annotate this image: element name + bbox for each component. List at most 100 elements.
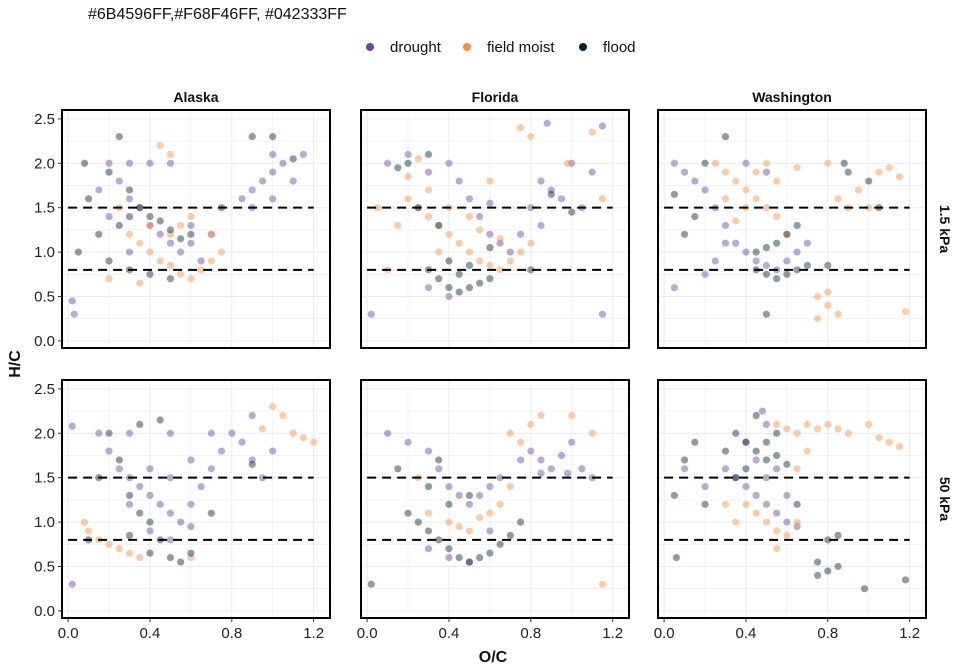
x-tick-label: 0.8: [817, 625, 838, 642]
point-field_moist-alaska-top: [166, 230, 175, 238]
x-tick-label: 0.4: [439, 625, 460, 642]
x-tick-label: 0.0: [357, 625, 378, 642]
point-flood-washington-bottom: [680, 456, 689, 464]
point-drought-florida-top: [527, 204, 535, 212]
point-drought-alaska-top: [125, 159, 134, 167]
point-drought-florida-top: [486, 199, 494, 207]
point-field_moist-washington-top: [783, 230, 791, 238]
point-flood-washington-top: [844, 168, 852, 176]
point-field_moist-florida-top: [476, 226, 484, 234]
point-field_moist-alaska-top: [166, 261, 175, 270]
point-drought-florida-top: [445, 159, 453, 167]
point-field_moist-washington-top: [901, 307, 910, 316]
point-drought-alaska-bottom: [166, 536, 175, 544]
point-field_moist-washington-bottom: [803, 447, 811, 455]
point-field_moist-washington-bottom: [885, 438, 893, 446]
point-drought-alaska-bottom: [187, 522, 195, 531]
point-drought-alaska-bottom: [207, 429, 215, 437]
point-flood-florida-bottom: [435, 536, 443, 544]
point-field_moist-washington-top: [865, 204, 873, 212]
point-drought-florida-bottom: [496, 474, 504, 482]
y-tick-label: 2.5: [34, 381, 55, 398]
point-drought-alaska-bottom: [68, 422, 76, 430]
point-drought-washington-bottom: [701, 482, 709, 491]
point-flood-alaska-top: [105, 257, 113, 265]
point-field_moist-florida-bottom: [455, 522, 463, 531]
point-flood-alaska-bottom: [207, 509, 215, 517]
point-flood-florida-bottom: [516, 518, 525, 526]
point-flood-alaska-top: [74, 248, 82, 256]
point-drought-washington-top: [711, 257, 719, 265]
y-tick-label: 0.0: [34, 603, 55, 620]
point-field_moist-washington-bottom: [732, 518, 740, 526]
point-field_moist-washington-top: [711, 159, 719, 167]
point-drought-florida-top: [543, 119, 551, 127]
panel-border-florida-bottom: [360, 379, 630, 619]
point-drought-alaska-top: [70, 310, 78, 318]
point-flood-florida-top: [445, 257, 453, 265]
point-flood-alaska-top: [80, 159, 89, 167]
point-flood-florida-top: [547, 190, 555, 198]
strip-label-florida: Florida: [472, 89, 519, 105]
point-field_moist-florida-bottom: [476, 514, 484, 522]
panel-border-alaska-top: [61, 109, 331, 349]
point-flood-florida-bottom: [476, 554, 484, 562]
point-drought-washington-bottom: [783, 518, 791, 526]
point-drought-alaska-bottom: [105, 447, 113, 455]
point-drought-alaska-top: [105, 212, 113, 221]
point-flood-washington-bottom: [672, 554, 681, 562]
point-drought-florida-top: [598, 310, 607, 318]
point-flood-alaska-bottom: [105, 429, 113, 437]
point-flood-alaska-top: [125, 212, 134, 221]
point-drought-florida-bottom: [486, 527, 494, 535]
point-flood-florida-top: [435, 221, 443, 230]
point-field_moist-alaska-top: [197, 266, 205, 274]
point-flood-florida-bottom: [445, 500, 453, 508]
point-flood-washington-bottom: [762, 456, 771, 464]
point-drought-alaska-bottom: [115, 465, 123, 473]
point-drought-washington-top: [783, 257, 791, 265]
point-field_moist-alaska-bottom: [136, 554, 144, 562]
point-flood-alaska-top: [156, 217, 164, 225]
point-drought-washington-top: [752, 257, 760, 265]
point-field_moist-washington-top: [895, 173, 904, 181]
point-field_moist-alaska-top: [156, 257, 164, 265]
point-flood-florida-bottom: [414, 518, 422, 526]
point-field_moist-alaska-bottom: [115, 545, 123, 553]
point-drought-florida-bottom: [578, 465, 586, 473]
point-flood-florida-bottom: [367, 580, 375, 588]
point-drought-florida-top: [496, 239, 504, 247]
point-field_moist-washington-top: [721, 195, 730, 203]
point-drought-florida-top: [537, 177, 545, 185]
point-field_moist-florida-bottom: [568, 411, 576, 420]
point-flood-washington-top: [752, 248, 760, 256]
point-drought-alaska-bottom: [238, 438, 246, 446]
point-field_moist-washington-top: [793, 164, 801, 172]
point-field_moist-alaska-top: [166, 150, 175, 159]
point-flood-alaska-top: [166, 275, 175, 283]
point-drought-florida-top: [506, 248, 514, 256]
point-flood-florida-top: [476, 279, 484, 287]
point-field_moist-florida-top: [496, 266, 504, 274]
point-drought-florida-top: [424, 284, 433, 292]
point-field_moist-florida-top: [414, 155, 422, 163]
point-drought-florida-top: [367, 310, 375, 318]
point-drought-florida-top: [455, 177, 463, 185]
point-drought-washington-bottom: [752, 491, 760, 500]
point-flood-washington-top: [680, 230, 689, 238]
legend-marker-flood: [579, 43, 587, 51]
point-field_moist-alaska-top: [217, 248, 226, 256]
point-field_moist-washington-bottom: [793, 465, 801, 473]
point-drought-alaska-bottom: [146, 491, 154, 500]
point-field_moist-washington-top: [813, 292, 822, 301]
point-drought-florida-top: [404, 150, 412, 159]
point-field_moist-florida-top: [506, 257, 514, 265]
point-drought-washington-top: [732, 239, 740, 247]
y-tick-label: 1.0: [34, 514, 55, 531]
point-field_moist-florida-top: [496, 235, 504, 243]
point-field_moist-washington-bottom: [813, 425, 822, 433]
point-drought-florida-top: [547, 186, 555, 194]
x-tick-label: 0.4: [140, 625, 161, 642]
x-axis-title: O/C: [479, 649, 508, 666]
point-drought-alaska-bottom: [146, 527, 154, 535]
